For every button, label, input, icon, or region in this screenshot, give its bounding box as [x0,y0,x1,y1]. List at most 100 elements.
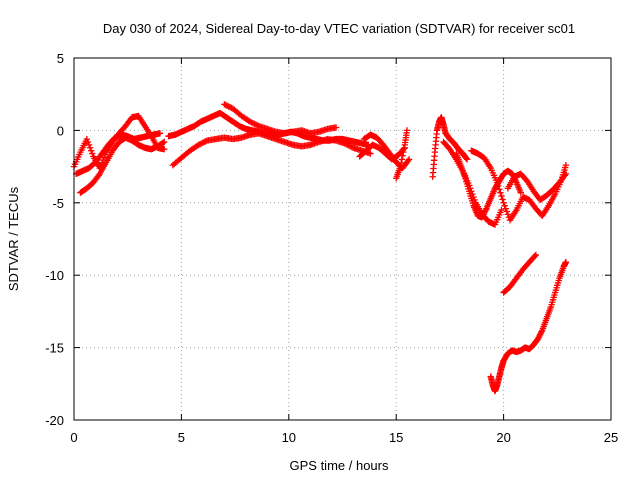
grid [74,58,611,420]
series-track-16 [487,258,570,395]
data-point [463,155,470,162]
data-point [246,118,254,125]
chart-title: Day 030 of 2024, Sidereal Day-to-day VTE… [103,21,575,36]
y-tick-label: -20 [45,413,64,428]
data-point [398,156,406,163]
y-tick-label: 0 [57,123,64,138]
data-point [347,143,354,150]
data-point [195,141,202,149]
data-point [400,148,407,156]
data-marks [70,101,570,395]
data-point [398,159,405,167]
data-point [249,119,257,127]
data-point [535,334,542,341]
data-point [199,139,207,146]
data-point [493,179,501,186]
data-point [201,138,208,146]
data-point [463,156,471,163]
data-point [503,208,511,215]
series-track-10 [429,114,471,180]
data-point [532,251,540,259]
x-tick-label: 0 [70,430,77,445]
data-point [497,189,504,196]
y-tick-label: -10 [45,268,64,283]
data-point [89,150,96,157]
data-point [561,172,569,179]
series-track-6 [221,101,340,137]
data-point [225,103,232,110]
x-tick-label: 10 [282,430,296,445]
series-track-15 [500,251,540,296]
data-point [504,211,512,218]
data-point [345,142,353,149]
data-point [397,163,404,170]
data-point [341,140,348,147]
data-point [85,141,93,149]
x-tick-label: 5 [178,430,185,445]
data-point [538,328,545,335]
data-point [95,172,102,179]
data-point [531,252,538,260]
data-point [481,209,488,217]
x-tick-label: 20 [496,430,510,445]
data-point [403,127,411,134]
data-point [405,156,413,163]
data-point [399,152,406,159]
data-point [498,192,505,200]
data-point [226,104,234,111]
data-point [196,140,204,148]
series-track-12 [453,150,524,221]
x-tick-label: 15 [389,430,403,445]
data-point [248,119,255,126]
data-point [400,145,408,152]
data-point [161,138,168,146]
data-point [537,329,545,337]
data-point [161,146,168,153]
data-point [222,101,229,109]
data-point [498,206,505,214]
data-point [496,186,503,193]
data-point [224,102,231,109]
data-point [84,138,92,146]
data-point [517,189,524,196]
data-point [254,122,261,129]
data-point [252,121,260,128]
data-point [86,144,94,151]
y-tick-label: -15 [45,341,64,356]
data-point [480,211,487,218]
data-point [562,258,570,266]
data-point [478,214,486,221]
data-point [342,140,350,148]
y-tick-label: -5 [52,196,64,211]
data-point [479,212,487,220]
series-track-9 [393,127,411,182]
plot-frame [73,57,612,421]
series-track-8 [356,141,408,163]
y-tick-label: 5 [57,51,64,66]
x-axis-label: GPS time / hours [290,458,389,473]
data-point [251,120,258,128]
data-point [501,202,508,209]
data-point [156,130,164,137]
data-point [344,141,351,149]
series-track-13 [468,147,570,224]
y-axis-label: SDTVAR / TECUs [6,186,21,291]
series-track-3 [77,134,168,196]
data-point [482,206,489,214]
data-point [502,205,509,212]
data-point [534,335,542,343]
data-point [202,138,209,145]
series-track-5 [169,130,374,169]
data-point [159,139,167,146]
data-point [562,161,570,169]
data-point [83,135,91,143]
x-tick-label: 25 [604,430,618,445]
axes: 0 5 10 15 20 25 5 0 -5 -10 -15 -20 [45,51,618,445]
data-point [536,332,543,340]
data-point [404,157,412,165]
data-point [198,140,205,147]
data-point [348,143,356,151]
data-point [481,208,489,215]
data-point [495,182,502,190]
